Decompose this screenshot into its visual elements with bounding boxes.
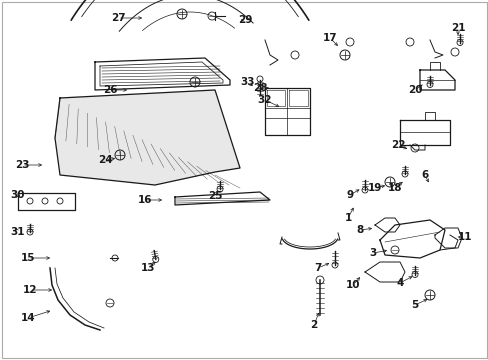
Text: 30: 30 <box>11 190 25 200</box>
Text: 16: 16 <box>138 195 152 205</box>
Text: 19: 19 <box>367 183 382 193</box>
Text: 4: 4 <box>395 278 403 288</box>
Text: 24: 24 <box>98 155 112 165</box>
Text: 15: 15 <box>20 253 35 263</box>
Text: 23: 23 <box>15 160 29 170</box>
Text: 25: 25 <box>207 191 222 201</box>
Text: 21: 21 <box>450 23 464 33</box>
Text: 31: 31 <box>11 227 25 237</box>
Text: 14: 14 <box>20 313 35 323</box>
Text: 33: 33 <box>240 77 255 87</box>
Text: 5: 5 <box>410 300 418 310</box>
Text: 3: 3 <box>368 248 376 258</box>
Text: 13: 13 <box>141 263 155 273</box>
Polygon shape <box>55 90 240 185</box>
Text: 12: 12 <box>23 285 37 295</box>
Text: 9: 9 <box>346 190 353 200</box>
Text: 10: 10 <box>345 280 360 290</box>
Text: 28: 28 <box>252 83 267 93</box>
Text: 1: 1 <box>344 213 351 223</box>
Text: 2: 2 <box>310 320 317 330</box>
Text: 11: 11 <box>457 232 471 242</box>
Text: 29: 29 <box>237 15 252 25</box>
Text: 27: 27 <box>110 13 125 23</box>
Text: 26: 26 <box>102 85 117 95</box>
Text: 32: 32 <box>257 95 272 105</box>
Text: 7: 7 <box>314 263 321 273</box>
Text: 8: 8 <box>356 225 363 235</box>
Text: 18: 18 <box>387 183 402 193</box>
Text: 17: 17 <box>322 33 337 43</box>
Text: 20: 20 <box>407 85 421 95</box>
Text: 22: 22 <box>390 140 405 150</box>
Text: 6: 6 <box>421 170 428 180</box>
